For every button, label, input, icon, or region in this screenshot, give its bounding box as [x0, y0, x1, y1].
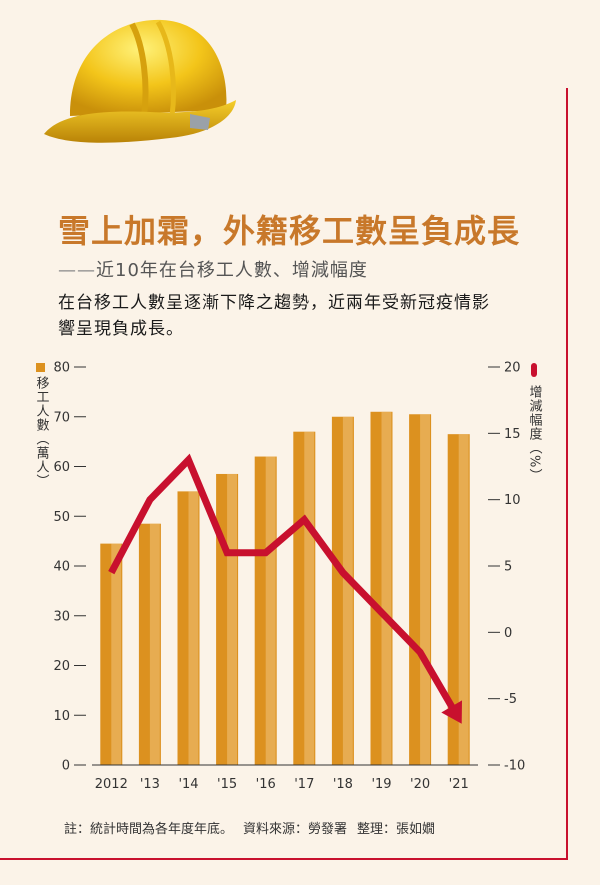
x-axis-tick-label: '16	[256, 777, 276, 792]
x-axis-tick-label: '21	[449, 777, 469, 792]
left-axis-tick-label: 60	[53, 460, 70, 475]
decorative-rule-horizontal	[0, 858, 568, 860]
bar-highlight	[111, 543, 122, 765]
footnote-source: 資料來源：勞發署	[243, 822, 348, 837]
footnote-compiler: 整理：張如嫺	[357, 822, 436, 837]
footnote-note: 註：統計時間為各年度年底。	[64, 822, 234, 837]
chart-description: 在台移工人數呈逐漸下降之趨勢，近兩年受新冠疫情影響呈現負成長。	[58, 293, 490, 339]
right-axis-tick-label: 5	[504, 560, 512, 575]
left-axis-tick-label: 50	[53, 510, 70, 525]
left-axis-tick-label: 10	[53, 709, 70, 724]
right-axis-tick-label: 15	[504, 427, 521, 442]
x-axis-tick-label: '20	[410, 777, 430, 792]
right-axis-tick-label: -10	[504, 759, 525, 774]
combo-chart: 0 10 20 30 40 50 60 70 80 -10 -5 0 5 10 15 20 移工人數（萬人） 增減…	[34, 361, 543, 793]
decorative-rule-vertical	[566, 88, 568, 860]
footnote: 註：統計時間為各年度年底。 資料來源：勞發署 整理：張如嫺	[64, 818, 445, 837]
left-axis-tick-label: 80	[53, 361, 70, 376]
left-axis-tick-label: 20	[53, 659, 70, 674]
left-axis-tick-label: 40	[53, 560, 70, 575]
hard-hat-illustration	[44, 19, 236, 143]
x-axis-tick-label: 2012	[95, 777, 128, 792]
legend-marker-bars	[36, 363, 45, 372]
bar-highlight	[188, 491, 199, 765]
growth-rate-line	[108, 453, 456, 710]
left-axis-tick-label: 70	[53, 410, 70, 425]
growth-rate-arrowhead	[441, 700, 462, 724]
chart-subtitle: ——近10年在台移工人數、增減幅度	[58, 260, 368, 281]
right-axis-tick-label: 20	[504, 361, 521, 376]
right-axis-tick-label: 10	[504, 493, 521, 508]
left-axis-tick-label: 0	[62, 759, 70, 774]
right-axis-tick-label: 0	[504, 626, 512, 641]
bar-highlight	[458, 434, 469, 765]
left-axis-tick-label: 30	[53, 609, 70, 624]
right-axis-title: 增減幅度（%）	[527, 385, 543, 482]
bar-highlight	[381, 411, 392, 765]
bar-highlight	[227, 473, 237, 765]
x-axis-tick-label: '14	[178, 777, 198, 792]
chart-title: 雪上加霜，外籍移工數呈負成長	[58, 212, 521, 250]
bar-highlight	[420, 414, 430, 765]
x-axis-tick-label: '13	[140, 777, 160, 792]
left-axis-title: 移工人數（萬人）	[34, 376, 50, 488]
bar-highlight	[265, 456, 276, 765]
x-axis-tick-label: '19	[371, 777, 391, 792]
chart-subtitle-text: 近10年在台移工人數、增減幅度	[96, 260, 368, 281]
bar-highlight	[304, 431, 315, 765]
legend-marker-line	[531, 363, 537, 377]
bar-highlight	[149, 523, 160, 765]
right-axis-tick-label: -5	[504, 692, 517, 707]
x-axis-tick-label: '18	[333, 777, 353, 792]
bar-highlight	[342, 416, 353, 765]
x-axis-tick-label: '17	[294, 777, 314, 792]
x-axis-tick-label: '15	[217, 777, 237, 792]
